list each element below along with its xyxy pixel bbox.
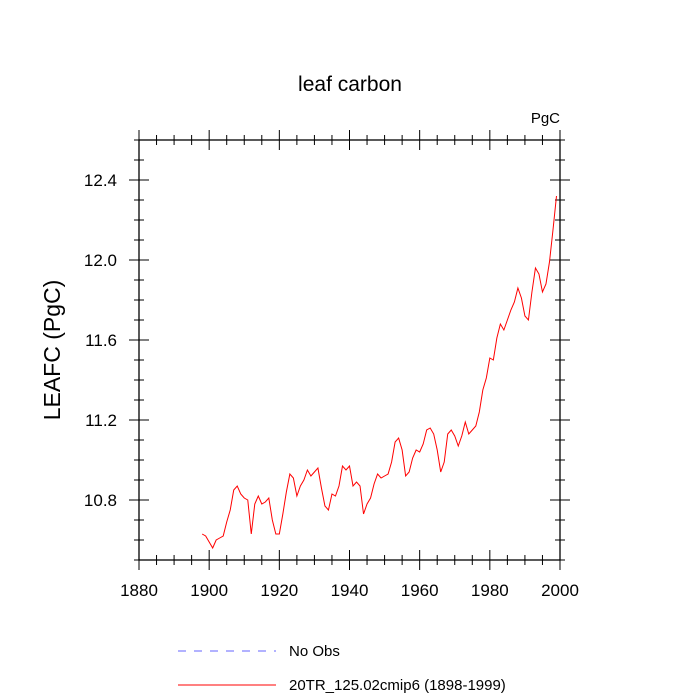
x-tick-label: 1900 [190,581,228,600]
chart-title: leaf carbon [298,73,402,96]
x-tick-label: 1980 [471,581,509,600]
legend: No Obs 20TR_125.02cmip6 (1898-1999) [178,643,506,694]
axis-tick-labels: 1880 1900 1920 1940 1960 1980 2000 10.8 11.2 11.6… [84,171,579,600]
x-tick-label: 1940 [331,581,369,600]
units-label: PgC [531,110,560,127]
y-tick-label: 10.8 [84,491,117,510]
x-tick-label: 1880 [120,581,158,600]
legend-label-1: No Obs [289,643,340,660]
series-line-2 [201,195,557,550]
x-tick-label: 1920 [260,581,298,600]
y-tick-label: 11.6 [85,331,117,350]
y-axis-label: LEAFC (PgC) [39,280,65,421]
plot-frame [138,139,561,561]
axis-ticks [129,130,570,570]
y-tick-label: 12.4 [84,171,117,190]
x-tick-label: 2000 [541,581,579,600]
legend-label-2: 20TR_125.02cmip6 (1898-1999) [289,677,506,694]
data-lines [201,195,557,550]
x-tick-label: 1960 [401,581,439,600]
y-tick-label: 11.2 [85,411,117,430]
y-tick-label: 12.0 [84,251,117,270]
